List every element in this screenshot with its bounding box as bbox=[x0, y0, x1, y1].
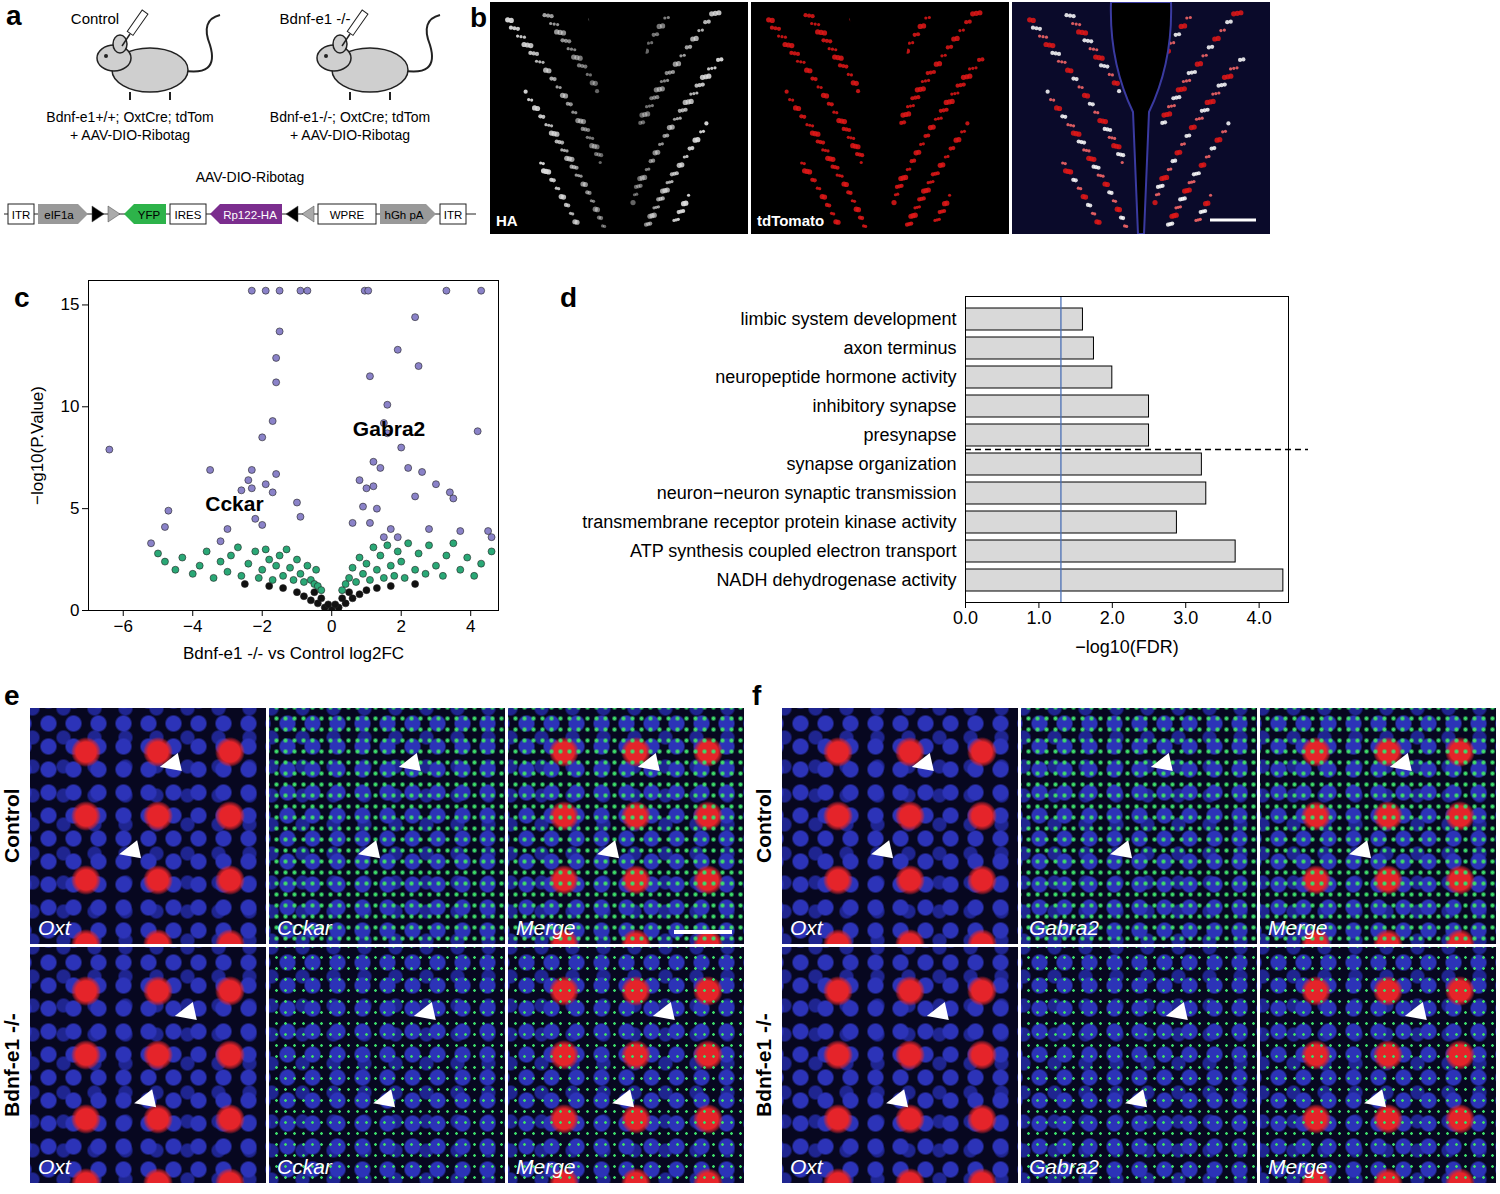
html-text:b: b bbox=[470, 2, 488, 33]
svg-text:ITR: ITR bbox=[12, 209, 31, 221]
html-text:e: e bbox=[4, 680, 20, 711]
svg-text:2: 2 bbox=[396, 617, 405, 636]
svg-text:IRES: IRES bbox=[175, 209, 202, 221]
html-text:c: c bbox=[14, 282, 30, 313]
svg-text:AAV-DIO-Ribotag: AAV-DIO-Ribotag bbox=[196, 169, 305, 185]
html-text:Control: Control bbox=[0, 788, 23, 864]
svg-text:−log10(FDR): −log10(FDR) bbox=[1075, 637, 1179, 657]
svg-text:neuron−neuron synaptic transmi: neuron−neuron synaptic transmission bbox=[657, 483, 957, 503]
html-text:Oxt: Oxt bbox=[38, 916, 71, 939]
svg-text:inhibitory synapse: inhibitory synapse bbox=[812, 396, 956, 416]
svg-text:Bdnf-e1 -/- vs Control log2FC: Bdnf-e1 -/- vs Control log2FC bbox=[183, 644, 404, 663]
svg-text:−log10(P.Value): −log10(P.Value) bbox=[28, 386, 47, 505]
html-text:Oxt: Oxt bbox=[38, 1155, 71, 1178]
svg-text:Bdnf-e1 -/-: Bdnf-e1 -/- bbox=[280, 10, 351, 27]
html-text:a: a bbox=[6, 0, 22, 31]
svg-text:−2: −2 bbox=[253, 617, 272, 636]
html-text:Oxt: Oxt bbox=[790, 1155, 823, 1178]
svg-text:3.0: 3.0 bbox=[1173, 608, 1198, 628]
html-text:Bdnf-e1 -/-: Bdnf-e1 -/- bbox=[752, 1013, 775, 1117]
html-text:Merge: Merge bbox=[1268, 1155, 1328, 1178]
svg-text:ITR: ITR bbox=[444, 209, 463, 221]
svg-text:Gabra2: Gabra2 bbox=[353, 417, 425, 440]
svg-text:transmembrane receptor protein: transmembrane receptor protein kinase ac… bbox=[582, 512, 956, 532]
svg-text:Bdnf-e1+/+; OxtCre; tdTom: Bdnf-e1+/+; OxtCre; tdTom bbox=[46, 109, 213, 125]
html-text:Control: Control bbox=[752, 788, 775, 864]
svg-text:−4: −4 bbox=[183, 617, 202, 636]
svg-text:tdTomato: tdTomato bbox=[757, 212, 824, 229]
html-text:Cckar: Cckar bbox=[277, 916, 332, 939]
svg-text:5: 5 bbox=[70, 499, 79, 518]
svg-text:−6: −6 bbox=[114, 617, 133, 636]
html-text:Oxt: Oxt bbox=[790, 916, 823, 939]
svg-text:axon terminus: axon terminus bbox=[843, 338, 956, 358]
svg-text:limbic system development: limbic system development bbox=[740, 309, 956, 329]
html-text:d: d bbox=[560, 282, 578, 313]
html-text:Merge: Merge bbox=[516, 1155, 576, 1178]
svg-text:WPRE: WPRE bbox=[330, 209, 365, 221]
html-text:Cckar: Cckar bbox=[277, 1155, 332, 1178]
svg-text:hGh pA: hGh pA bbox=[385, 209, 424, 221]
svg-text:presynapse: presynapse bbox=[863, 425, 956, 445]
svg-text:neuropeptide hormone activity: neuropeptide hormone activity bbox=[715, 367, 956, 387]
svg-text:Control: Control bbox=[71, 10, 119, 27]
svg-text:Cckar: Cckar bbox=[205, 492, 263, 515]
svg-text:+ AAV-DIO-Ribotag: + AAV-DIO-Ribotag bbox=[290, 127, 410, 143]
svg-text:HA: HA bbox=[496, 212, 518, 229]
svg-text:Bdnf-e1-/-; OxtCre; tdTom: Bdnf-e1-/-; OxtCre; tdTom bbox=[270, 109, 430, 125]
html-text:Merge: Merge bbox=[516, 916, 576, 939]
html-text:f: f bbox=[752, 680, 762, 711]
svg-text:0.0: 0.0 bbox=[953, 608, 978, 628]
svg-text:4: 4 bbox=[466, 617, 475, 636]
svg-text:2.0: 2.0 bbox=[1100, 608, 1125, 628]
svg-text:+ AAV-DIO-Ribotag: + AAV-DIO-Ribotag bbox=[70, 127, 190, 143]
html-text:Bdnf-e1 -/-: Bdnf-e1 -/- bbox=[0, 1013, 23, 1117]
html-text:Gabra2: Gabra2 bbox=[1029, 1155, 1099, 1178]
svg-text:synapse organization: synapse organization bbox=[786, 454, 956, 474]
svg-text:1.0: 1.0 bbox=[1026, 608, 1051, 628]
svg-text:4.0: 4.0 bbox=[1247, 608, 1272, 628]
svg-text:Rp122-HA: Rp122-HA bbox=[223, 209, 277, 221]
svg-text:0: 0 bbox=[327, 617, 336, 636]
svg-text:eIF1a: eIF1a bbox=[44, 209, 74, 221]
html-text:Gabra2: Gabra2 bbox=[1029, 916, 1099, 939]
svg-text:15: 15 bbox=[61, 295, 80, 314]
html-text:Merge: Merge bbox=[1268, 916, 1328, 939]
svg-text:NADH dehydrogenase activity: NADH dehydrogenase activity bbox=[716, 570, 956, 590]
svg-text:ATP synthesis coupled electron: ATP synthesis coupled electron transport bbox=[630, 541, 957, 561]
svg-text:0: 0 bbox=[70, 601, 79, 620]
svg-text:YFP: YFP bbox=[138, 209, 161, 221]
svg-text:10: 10 bbox=[61, 397, 80, 416]
